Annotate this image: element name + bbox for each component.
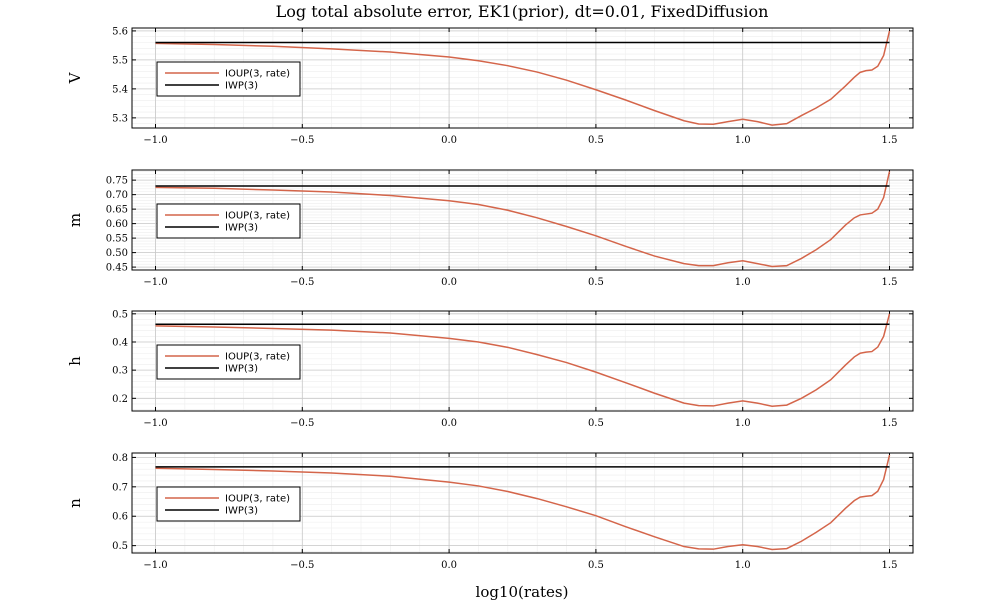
x-tick-label: 1.5 [882,418,898,429]
legend-box [156,61,301,97]
x-tick-label: −1.0 [143,277,167,288]
subplot-m: −1.0 −0.5 0.0 0.5 1.0 1.5 0.45 0.50 0.55 0.60 0.65… [66,169,914,288]
subplot-h: −1.0 −0.5 0.0 0.5 1.0 1.5 0.2 0.3 0.4 0.5 h IOUP(3,… [66,309,914,429]
y-tick-label: 0.8 [112,453,128,464]
y-tick-label: 5.3 [112,113,128,124]
y-tick-label: 5.6 [112,26,128,37]
legend: IOUP(3, rate)IWP(3) [156,203,301,239]
x-tick-label: 0.0 [441,135,457,146]
legend-label: IOUP(3, rate) [225,494,290,505]
legend-box [156,344,301,380]
series-line-ioup-3-rate [155,171,891,268]
y-tick-label: 0.5 [112,309,128,320]
y-tick-label: 0.60 [106,219,128,230]
series-line-ioup-3-rate [155,454,891,551]
y-tick-label: 0.3 [112,366,128,377]
legend-label: IWP(3) [225,81,258,92]
legend: IOUP(3, rate)IWP(3) [156,61,301,97]
subplot-panels: −1.0 −0.5 0.0 0.5 1.0 1.5 5.3 5.4 5.5 5.6 V IOUP(3,… [66,26,914,571]
x-tick-label: 0.5 [588,418,604,429]
x-tick-label: −1.0 [143,560,167,571]
x-tick-label: −0.5 [290,135,314,146]
y-axis-label-n: n [66,498,84,508]
subplot-n: −1.0 −0.5 0.0 0.5 1.0 1.5 0.5 0.6 0.7 0.8 n IOUP(3,… [66,452,914,571]
x-tick-label: 0.5 [588,560,604,571]
y-tick-label: 0.65 [106,205,128,216]
x-tick-label: −1.0 [143,135,167,146]
y-tick-label: 0.4 [112,337,128,348]
y-tick-label: 0.75 [106,176,128,187]
y-axis-label-h: h [66,356,84,366]
legend-label: IWP(3) [225,223,258,234]
x-tick-label: 0.0 [441,418,457,429]
y-tick-label: 0.5 [112,541,128,552]
y-tick-label: 5.4 [112,84,128,95]
legend: IOUP(3, rate)IWP(3) [156,486,301,522]
legend-box [156,486,301,522]
y-tick-label: 0.6 [112,512,128,523]
y-axis-label-m: m [66,213,84,227]
y-tick-label: 5.5 [112,55,128,66]
y-tick-label: 0.50 [106,248,128,259]
x-tick-label: 1.5 [882,277,898,288]
x-tick-label: 1.5 [882,135,898,146]
x-tick-label: −0.5 [290,418,314,429]
x-tick-label: 1.0 [735,560,751,571]
x-tick-label: 1.0 [735,277,751,288]
y-tick-label: 0.70 [106,190,128,201]
x-tick-label: 0.5 [588,135,604,146]
subplot-V: −1.0 −0.5 0.0 0.5 1.0 1.5 5.3 5.4 5.5 5.6 V IOUP(3,… [66,26,914,146]
plot-frame [131,452,914,554]
x-tick-label: 1.5 [882,560,898,571]
legend-label: IWP(3) [225,364,258,375]
plot-frame [131,169,914,271]
x-tick-label: −1.0 [143,418,167,429]
plot-frame [131,27,914,129]
y-axis-label-V: V [66,71,84,84]
chart-title: Log total absolute error, EK1(prior), dt… [276,2,769,21]
y-tick-label: 0.7 [112,482,128,493]
x-axis-label: log10(rates) [476,583,569,600]
x-tick-label: −0.5 [290,560,314,571]
legend-label: IOUP(3, rate) [225,352,290,363]
series-line-ioup-3-rate [155,30,891,126]
legend-label: IOUP(3, rate) [225,69,290,80]
plot-frame [131,310,914,412]
x-tick-label: 0.0 [441,277,457,288]
y-tick-label: 0.2 [112,394,128,405]
legend-label: IWP(3) [225,506,258,517]
legend: IOUP(3, rate)IWP(3) [156,344,301,380]
legend-box [156,203,301,239]
legend-label: IOUP(3, rate) [225,211,290,222]
x-tick-label: 1.0 [735,135,751,146]
x-tick-label: 1.0 [735,418,751,429]
y-tick-label: 0.55 [106,234,128,245]
x-tick-label: 0.5 [588,277,604,288]
x-tick-label: −0.5 [290,277,314,288]
y-tick-label: 0.45 [106,263,128,274]
series-line-ioup-3-rate [155,313,891,407]
x-tick-label: 0.0 [441,560,457,571]
